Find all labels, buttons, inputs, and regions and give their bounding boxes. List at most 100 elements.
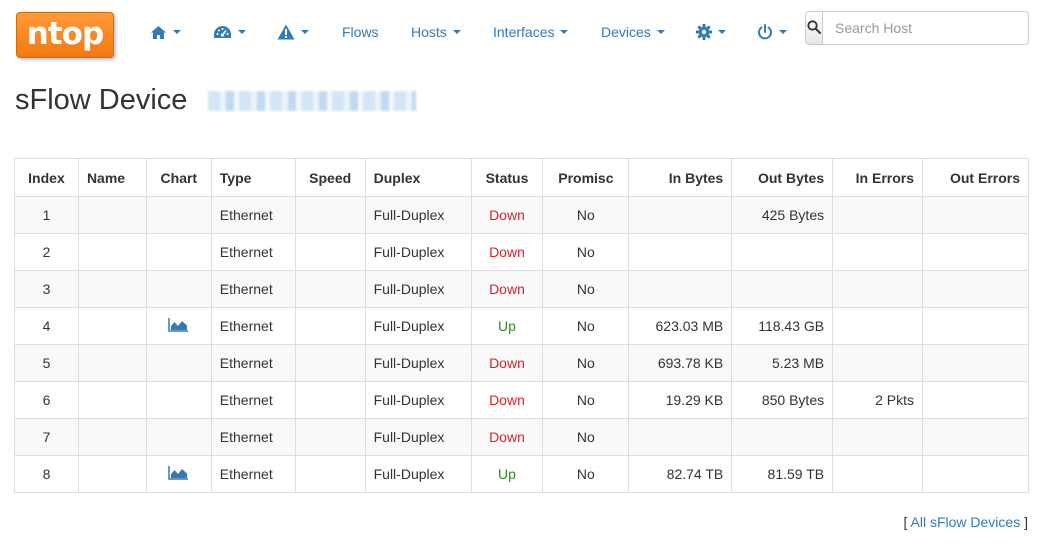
cell-chart (145, 344, 212, 382)
column-header-out-bytes[interactable]: Out Bytes (731, 158, 834, 197)
cell-type: Ethernet (210, 270, 296, 308)
table-row: 2 Ethernet Full-Duplex Down No (14, 233, 1029, 271)
cell-chart (145, 418, 212, 456)
cell-name (77, 418, 147, 456)
column-header-in-errors[interactable]: In Errors (832, 158, 924, 197)
dashboard-icon (213, 25, 232, 40)
cell-index: 4 (14, 307, 79, 345)
cell-name (77, 344, 147, 382)
cell-name (77, 196, 147, 234)
area-chart-icon[interactable] (168, 465, 189, 483)
cell-promisc: No (542, 455, 630, 493)
search-button[interactable] (805, 11, 823, 45)
cell-chart (145, 233, 212, 271)
cell-speed (294, 381, 366, 419)
power-menu[interactable] (757, 20, 787, 44)
table-row: 6 Ethernet Full-Duplex Down No 19.29 KB 850 By… (14, 381, 1029, 419)
column-header-chart[interactable]: Chart (145, 158, 212, 197)
dashboard-menu[interactable] (213, 20, 246, 44)
column-header-name[interactable]: Name (77, 158, 147, 197)
chevron-down-icon (452, 30, 461, 34)
cell-status: Up (470, 455, 544, 493)
table-row: 3 Ethernet Full-Duplex Down No (14, 270, 1029, 308)
column-header-speed[interactable]: Speed (294, 158, 366, 197)
column-header-status[interactable]: Status (470, 158, 544, 197)
cell-name (77, 270, 147, 308)
alerts-menu[interactable] (277, 20, 309, 44)
warning-icon (277, 24, 295, 40)
cell-chart (145, 455, 212, 493)
all-devices-link-container: [ All sFlow Devices ] (903, 514, 1029, 530)
cell-duplex: Full-Duplex (364, 196, 472, 234)
cell-promisc: No (542, 233, 630, 271)
interfaces-table: Index Name Chart Type Speed Duplex Statu… (14, 158, 1029, 493)
cell-out-errors (922, 381, 1029, 419)
column-header-out-errors[interactable]: Out Errors (922, 158, 1029, 197)
cell-in-bytes: 693.78 KB (628, 344, 733, 382)
cell-name (77, 233, 147, 271)
cell-in-bytes (628, 196, 733, 234)
cell-name (77, 381, 147, 419)
cell-duplex: Full-Duplex (364, 270, 472, 308)
all-sflow-devices-link[interactable]: All sFlow Devices (910, 514, 1021, 530)
column-header-in-bytes[interactable]: In Bytes (628, 158, 733, 197)
chevron-down-icon (238, 30, 246, 34)
cell-in-errors (832, 455, 924, 493)
cell-status: Down (470, 418, 544, 456)
cell-promisc: No (542, 418, 630, 456)
cell-out-errors (922, 196, 1029, 234)
cell-speed (294, 196, 366, 234)
page-title: sFlow Device (15, 84, 188, 116)
cell-duplex: Full-Duplex (364, 418, 472, 456)
chevron-down-icon (301, 30, 309, 34)
cell-in-errors: 2 Pkts (832, 381, 924, 419)
hosts-menu[interactable]: Hosts (411, 20, 461, 44)
ntop-logo[interactable]: ntop (16, 12, 114, 58)
cell-type: Ethernet (210, 233, 296, 271)
cell-promisc: No (542, 381, 630, 419)
cell-type: Ethernet (210, 418, 296, 456)
cell-out-errors (922, 307, 1029, 345)
cell-promisc: No (542, 307, 630, 345)
cell-status: Down (470, 344, 544, 382)
column-header-duplex[interactable]: Duplex (364, 158, 472, 197)
column-header-type[interactable]: Type (210, 158, 296, 197)
cell-duplex: Full-Duplex (364, 307, 472, 345)
cell-promisc: No (542, 344, 630, 382)
cell-in-errors (832, 196, 924, 234)
cell-speed (294, 455, 366, 493)
cell-status: Down (470, 233, 544, 271)
chevron-down-icon (779, 30, 787, 34)
cell-in-bytes: 19.29 KB (628, 381, 733, 419)
cell-duplex: Full-Duplex (364, 344, 472, 382)
interfaces-menu[interactable]: Interfaces (493, 20, 569, 44)
cell-type: Ethernet (210, 344, 296, 382)
cell-chart (145, 307, 212, 345)
cell-index: 1 (14, 196, 79, 234)
cell-chart (145, 196, 212, 234)
cell-duplex: Full-Duplex (364, 455, 472, 493)
power-icon (757, 24, 773, 40)
column-header-promisc[interactable]: Promisc (542, 158, 630, 197)
cell-status: Down (470, 381, 544, 419)
area-chart-icon[interactable] (168, 317, 189, 335)
table-row: 1 Ethernet Full-Duplex Down No 425 Bytes (14, 196, 1029, 234)
flows-link[interactable]: Flows (342, 24, 379, 40)
cell-out-errors (922, 233, 1029, 271)
table-header-row: Index Name Chart Type Speed Duplex Statu… (14, 158, 1029, 197)
table-row: 5 Ethernet Full-Duplex Down No 693.78 KB 5.23 … (14, 344, 1029, 382)
cell-chart (145, 270, 212, 308)
home-menu[interactable] (150, 20, 181, 44)
devices-menu[interactable]: Devices (601, 20, 665, 44)
cell-out-errors (922, 418, 1029, 456)
settings-menu[interactable] (696, 20, 726, 44)
chevron-down-icon (718, 30, 726, 34)
cell-out-bytes: 118.43 GB (731, 307, 834, 345)
cell-in-bytes: 623.03 MB (628, 307, 733, 345)
column-header-index[interactable]: Index (14, 158, 79, 197)
search-group (805, 11, 1029, 45)
cell-out-bytes (731, 233, 834, 271)
search-host-input[interactable] (823, 11, 1029, 45)
cell-duplex: Full-Duplex (364, 233, 472, 271)
cell-in-errors (832, 418, 924, 456)
